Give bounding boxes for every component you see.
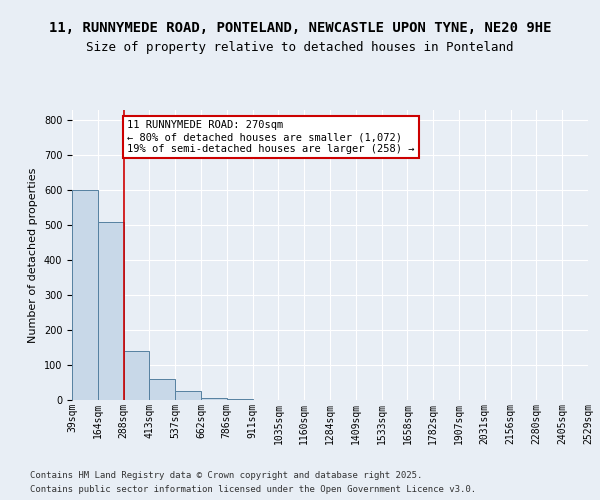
- Bar: [124, 351, 149, 400]
- Y-axis label: Number of detached properties: Number of detached properties: [28, 168, 38, 342]
- Text: 11, RUNNYMEDE ROAD, PONTELAND, NEWCASTLE UPON TYNE, NE20 9HE: 11, RUNNYMEDE ROAD, PONTELAND, NEWCASTLE…: [49, 20, 551, 34]
- Text: Contains public sector information licensed under the Open Government Licence v3: Contains public sector information licen…: [30, 484, 476, 494]
- Text: Size of property relative to detached houses in Ponteland: Size of property relative to detached ho…: [86, 41, 514, 54]
- Bar: [72, 190, 98, 400]
- Text: 11 RUNNYMEDE ROAD: 270sqm
← 80% of detached houses are smaller (1,072)
19% of se: 11 RUNNYMEDE ROAD: 270sqm ← 80% of detac…: [127, 120, 415, 154]
- Bar: [175, 392, 201, 400]
- Bar: [201, 398, 227, 400]
- Bar: [149, 379, 175, 400]
- Text: Contains HM Land Registry data © Crown copyright and database right 2025.: Contains HM Land Registry data © Crown c…: [30, 472, 422, 480]
- Bar: [98, 222, 124, 400]
